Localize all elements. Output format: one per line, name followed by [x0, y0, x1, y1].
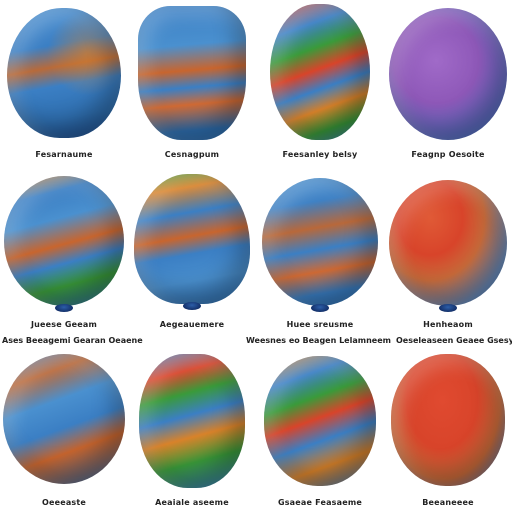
- felt-blob-image: [264, 356, 376, 486]
- grid-cell: Feesanley belsy: [256, 0, 384, 165]
- grid-cell: Beeaneeee: [384, 350, 512, 512]
- blob-label: Cesnagpum: [164, 150, 220, 159]
- grid-cell: Aeaiale aseeme: [128, 350, 256, 512]
- blob-stand: [183, 302, 201, 310]
- blob-label: Huee sreusme: [286, 320, 354, 329]
- grid-cell: Huee sreusme: [256, 170, 384, 340]
- felt-blob-image: [270, 4, 370, 140]
- grid-cell: Cesnagpum: [128, 0, 256, 165]
- felt-blob-image: [134, 174, 250, 304]
- felt-blob-image: [262, 178, 378, 306]
- felt-blob-image: [389, 180, 507, 306]
- blob-label: Oeeeaste: [41, 498, 87, 507]
- blob-label: Feagnp Oesoite: [411, 150, 485, 159]
- blob-stand: [311, 304, 329, 312]
- felt-blob-image: [3, 354, 125, 484]
- felt-blob-image: [138, 6, 246, 140]
- felt-blob-image: [391, 354, 505, 486]
- blob-label: Aeaiale aseeme: [155, 498, 229, 507]
- caption-line: Weesnes eo Beagen Lelamneem: [246, 336, 391, 345]
- blob-label: Gsaeae Feasaeme: [277, 498, 363, 507]
- blob-label: Feesanley belsy: [282, 150, 358, 159]
- felt-blob-image: [389, 8, 507, 140]
- blob-label: Henheaom: [423, 320, 473, 329]
- blob-label: Fesarnaume: [35, 150, 93, 159]
- grid-cell: Jueese Geeam: [0, 170, 128, 340]
- blob-label: Beeaneeee: [422, 498, 474, 507]
- grid-cell: Fesarnaume: [0, 0, 128, 165]
- felt-blob-image: [4, 176, 124, 306]
- blob-label: Aegeauemere: [159, 320, 225, 329]
- grid-cell: Oeeeaste: [0, 350, 128, 512]
- grid-cell: Feagnp Oesoite: [384, 0, 512, 165]
- grid-cell: Henheaom: [384, 170, 512, 340]
- felt-blob-image: [7, 8, 121, 138]
- caption-line: Ases Beeagemi Gearan Oeaene: [2, 336, 143, 345]
- blob-label: Jueese Geeam: [30, 320, 98, 329]
- blob-stand: [55, 304, 73, 312]
- grid-cell: Gsaeae Feasaeme: [256, 350, 384, 512]
- felt-blob-image: [139, 354, 245, 488]
- grid-cell: Aegeauemere: [128, 170, 256, 340]
- caption-line: Oeseleaseen Geaee Gsesy: [396, 336, 512, 345]
- blob-stand: [439, 304, 457, 312]
